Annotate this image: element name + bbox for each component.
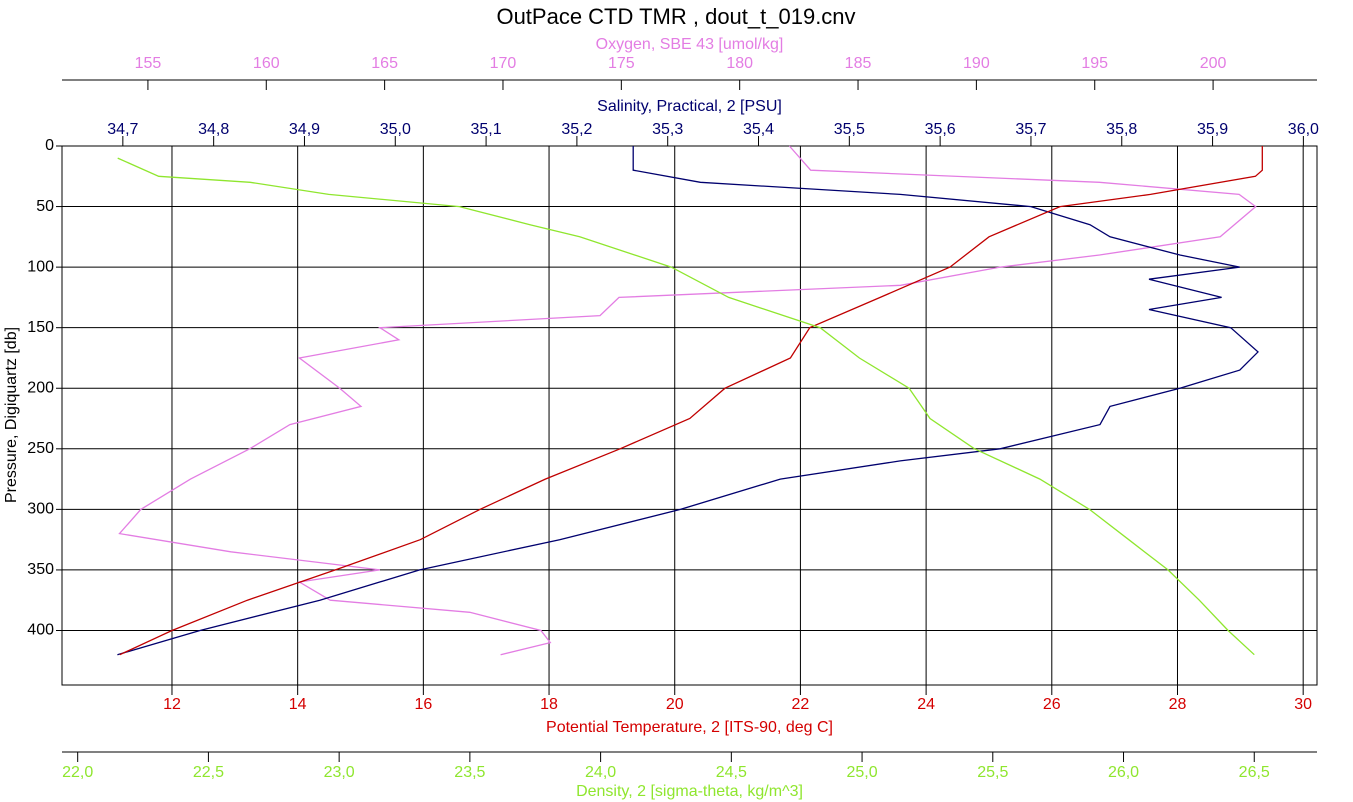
x-tick-label: 18	[540, 696, 558, 713]
x-tick-label: 190	[963, 55, 990, 72]
x-tick-label: 22	[792, 696, 810, 713]
y-tick-label: 100	[27, 258, 54, 275]
x-tick-label: 22,0	[62, 764, 93, 781]
x-tick-label: 35,9	[1197, 121, 1228, 138]
x-tick-label: 23,5	[454, 764, 485, 781]
y-tick-label: 200	[27, 379, 54, 396]
profile-line	[117, 146, 1259, 656]
axis-label: Density, 2 [sigma-theta, kg/m^3]	[576, 783, 803, 800]
x-tick-label: 26,0	[1108, 764, 1139, 781]
y-tick-label: 250	[27, 440, 54, 457]
x-tick-label: 160	[253, 55, 280, 72]
x-tick-label: 35,1	[471, 121, 502, 138]
x-tick-label: 35,2	[561, 121, 592, 138]
x-tick-label: 12	[163, 696, 181, 713]
x-tick-label: 24,5	[716, 764, 747, 781]
x-tick-label: 35,3	[652, 121, 683, 138]
y-tick-label: 300	[27, 501, 54, 518]
x-tick-label: 28	[1169, 696, 1187, 713]
x-tick-label: 26	[1043, 696, 1061, 713]
y-tick-label: 150	[27, 319, 54, 336]
x-tick-label: 30	[1294, 696, 1312, 713]
x-tick-label: 34,7	[107, 121, 138, 138]
x-tick-label: 35,5	[834, 121, 865, 138]
x-tick-label: 23,0	[324, 764, 355, 781]
y-tick-label: 50	[36, 198, 54, 215]
profile-line	[118, 145, 1257, 656]
x-tick-label: 170	[490, 55, 517, 72]
x-tick-label: 24,0	[585, 764, 616, 781]
profile-line	[117, 157, 1255, 656]
x-tick-label: 36,0	[1288, 121, 1319, 138]
y-tick-label: 0	[45, 137, 54, 154]
x-tick-label: 165	[371, 55, 398, 72]
x-tick-label: 35,0	[380, 121, 411, 138]
axis-label: Oxygen, SBE 43 [umol/kg]	[596, 36, 784, 53]
x-tick-label: 200	[1200, 55, 1227, 72]
x-tick-label: 185	[845, 55, 872, 72]
profile-line	[119, 146, 1263, 656]
axis-label: Salinity, Practical, 2 [PSU]	[597, 98, 782, 115]
chart-title: OutPace CTD TMR , dout_t_019.cnv	[496, 4, 855, 29]
x-tick-label: 34,8	[198, 121, 229, 138]
y-axis-label: Pressure, Digiquartz [db]	[3, 327, 20, 503]
x-tick-label: 35,4	[743, 121, 774, 138]
x-tick-label: 25,0	[846, 764, 877, 781]
plot-frame	[61, 145, 1318, 686]
x-tick-label: 35,7	[1015, 121, 1046, 138]
x-tick-label: 155	[135, 55, 162, 72]
y-tick-label: 400	[27, 622, 54, 639]
x-tick-label: 195	[1081, 55, 1108, 72]
x-tick-label: 14	[289, 696, 307, 713]
x-tick-label: 16	[414, 696, 432, 713]
x-tick-label: 24	[917, 696, 935, 713]
x-tick-label: 22,5	[193, 764, 224, 781]
x-tick-label: 175	[608, 55, 635, 72]
x-tick-label: 35,6	[925, 121, 956, 138]
y-tick-label: 350	[27, 561, 54, 578]
x-tick-label: 25,5	[977, 764, 1008, 781]
x-tick-label: 35,8	[1106, 121, 1137, 138]
x-tick-label: 180	[726, 55, 753, 72]
x-tick-label: 20	[666, 696, 684, 713]
x-tick-label: 34,9	[289, 121, 320, 138]
x-tick-label: 26,5	[1239, 764, 1270, 781]
axis-label: Potential Temperature, 2 [ITS-90, deg C]	[546, 719, 833, 736]
